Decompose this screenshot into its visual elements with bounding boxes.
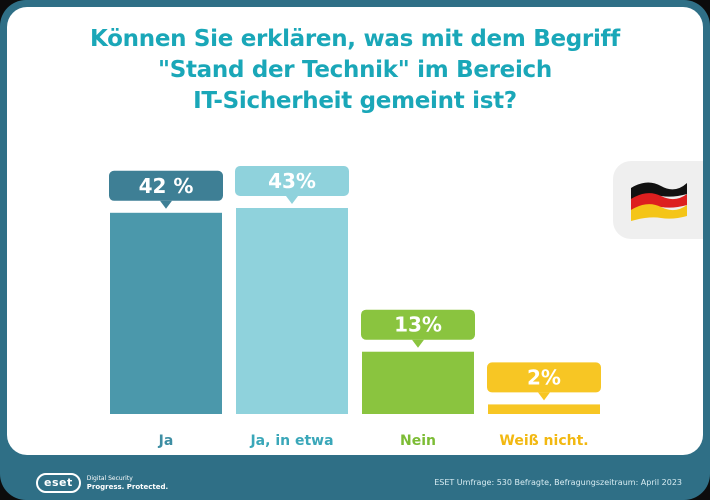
category-label-3: Weiß nicht. <box>499 433 588 449</box>
data-label-1: 43% <box>268 169 316 193</box>
data-label-0: 42 % <box>139 174 194 198</box>
bar-1 <box>236 208 348 414</box>
chart-title: Können Sie erklären, was mit dem Begriff… <box>7 24 703 117</box>
bar-3 <box>488 404 600 414</box>
data-label-box-0 <box>109 170 223 201</box>
category-label-1: Ja, in etwa <box>249 433 333 449</box>
data-label-pointer-3 <box>538 392 550 401</box>
data-label-box-2 <box>361 309 475 340</box>
german-flag-icon <box>631 182 687 221</box>
eset-logo: eset <box>36 473 81 493</box>
bar-chart: 42 % Ja 43% Ja, in etwa 13% Nein 2% Weiß nicht. <box>109 166 601 449</box>
category-label-0: Ja <box>158 433 174 449</box>
data-label-3: 2% <box>527 365 561 389</box>
data-label-2: 13% <box>394 313 442 337</box>
title-line-1: Können Sie erklären, was mit dem Begriff <box>90 26 620 52</box>
tagline-line-2: Progress. Protected. <box>86 483 169 491</box>
title-line-2: "Stand der Technik" im Bereich <box>158 57 552 83</box>
tagline-line-1: Digital Security <box>86 475 133 482</box>
category-label-2: Nein <box>400 433 436 449</box>
bar-2 <box>362 351 474 414</box>
bar-0 <box>110 212 222 414</box>
data-label-box-3 <box>487 362 601 393</box>
chart-card: Können Sie erklären, was mit dem Begriff… <box>7 7 703 455</box>
title-line-3: IT-Sicherheit gemeint ist? <box>193 88 517 114</box>
country-flag-box <box>613 161 703 239</box>
data-label-pointer-0 <box>160 200 172 209</box>
logo-tagline: Digital Security Progress. Protected. <box>87 475 168 491</box>
source-note: ESET Umfrage: 530 Befragte, Befragungsze… <box>434 478 682 487</box>
data-label-pointer-2 <box>412 339 424 348</box>
eset-logo-block: eset Digital Security Progress. Protecte… <box>36 472 168 494</box>
data-label-box-1 <box>235 166 349 196</box>
data-label-pointer-1 <box>286 196 298 204</box>
